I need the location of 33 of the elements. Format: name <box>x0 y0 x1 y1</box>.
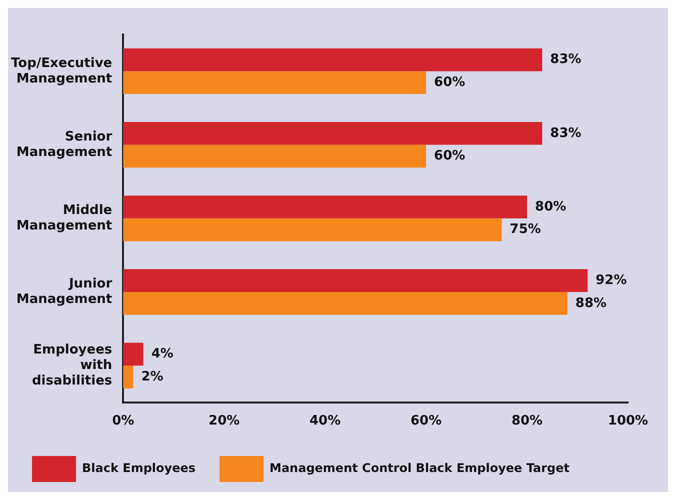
bar <box>123 48 542 72</box>
bar <box>123 196 528 218</box>
bar <box>123 269 588 292</box>
x-tick-label: 80% <box>511 414 543 429</box>
x-tick-label: 20% <box>208 414 240 429</box>
bar <box>123 71 426 94</box>
y-tick-label: Junior Management <box>16 276 113 308</box>
x-tick-label: 40% <box>310 414 341 429</box>
x-tick-label: 0% <box>112 414 134 429</box>
x-tick-label: 100% <box>608 414 648 429</box>
data-label: 92% <box>596 272 627 288</box>
data-label: 80% <box>535 199 566 214</box>
legend-label: Management Control Black Employee Target <box>270 461 570 476</box>
data-label: 75% <box>510 222 541 238</box>
y-tick-label: Top/Executive Management <box>10 56 112 86</box>
legend-label: Black Employees <box>82 461 196 476</box>
bar <box>123 144 426 168</box>
data-label: 83% <box>550 126 582 141</box>
y-tick-label: Middle Management <box>16 202 112 234</box>
data-label: 60% <box>434 148 466 164</box>
data-label: 83% <box>550 52 582 68</box>
bar <box>123 292 568 315</box>
data-label: 2% <box>141 369 164 384</box>
data-label: 4% <box>151 346 174 362</box>
bar <box>123 218 502 242</box>
x-tick-label: 60% <box>410 414 442 429</box>
data-label: 88% <box>575 296 607 311</box>
y-tick-label: Employees with disabilities <box>32 342 112 389</box>
bar <box>123 122 542 145</box>
data-label: 60% <box>434 74 466 90</box>
y-tick-label: Senior Management <box>16 129 113 160</box>
bar <box>123 366 134 388</box>
bar <box>123 342 144 366</box>
